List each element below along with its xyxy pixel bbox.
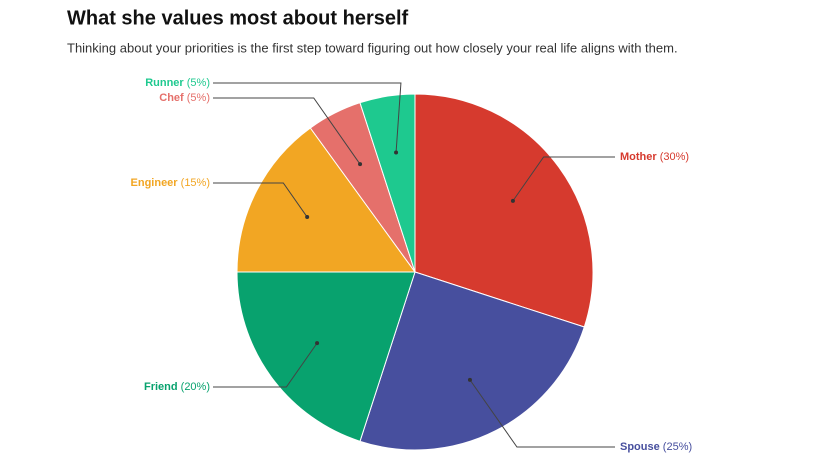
pie-slice [359,271,585,451]
pie-slice [414,93,594,328]
slice-name: Runner [145,77,184,89]
leader-dot [394,150,399,155]
leader-dot [305,215,310,220]
chart-title: What she values most about herself [67,7,409,29]
slice-value-label: (15%) [181,177,210,189]
leader-line [469,379,615,448]
pie-slice [359,93,416,273]
leader-line [213,182,308,218]
slice-label: Mother (30%) [620,151,689,163]
slice-name: Mother [620,151,657,163]
slice-value-label: (5%) [187,92,210,104]
slice-value-label: (30%) [660,151,689,163]
leader-dot [358,162,363,167]
pie-slice [236,127,416,273]
leader-dot [315,341,320,346]
leader-dot [510,198,515,203]
slice-value-label: (20%) [181,381,210,393]
chart-subtitle: Thinking about your priorities is the fi… [67,40,678,55]
leader-line [213,97,361,165]
slice-label: Friend (20%) [144,381,210,393]
leader-line [213,82,402,153]
leader-line [213,342,318,388]
leader-dot [467,377,472,382]
slice-value-label: (5%) [187,77,210,89]
slice-name: Spouse [620,441,660,453]
slice-label: Runner (5%) [145,77,210,89]
slice-name: Friend [144,381,178,393]
pie-slice [236,271,416,442]
slice-label: Spouse (25%) [620,441,692,453]
slice-label: Engineer (15%) [131,177,210,189]
slice-label: Chef (5%) [159,92,210,104]
slice-name: Engineer [131,177,179,189]
slice-name: Chef [159,92,184,104]
leader-line [512,156,615,202]
slice-value-label: (25%) [663,441,692,453]
